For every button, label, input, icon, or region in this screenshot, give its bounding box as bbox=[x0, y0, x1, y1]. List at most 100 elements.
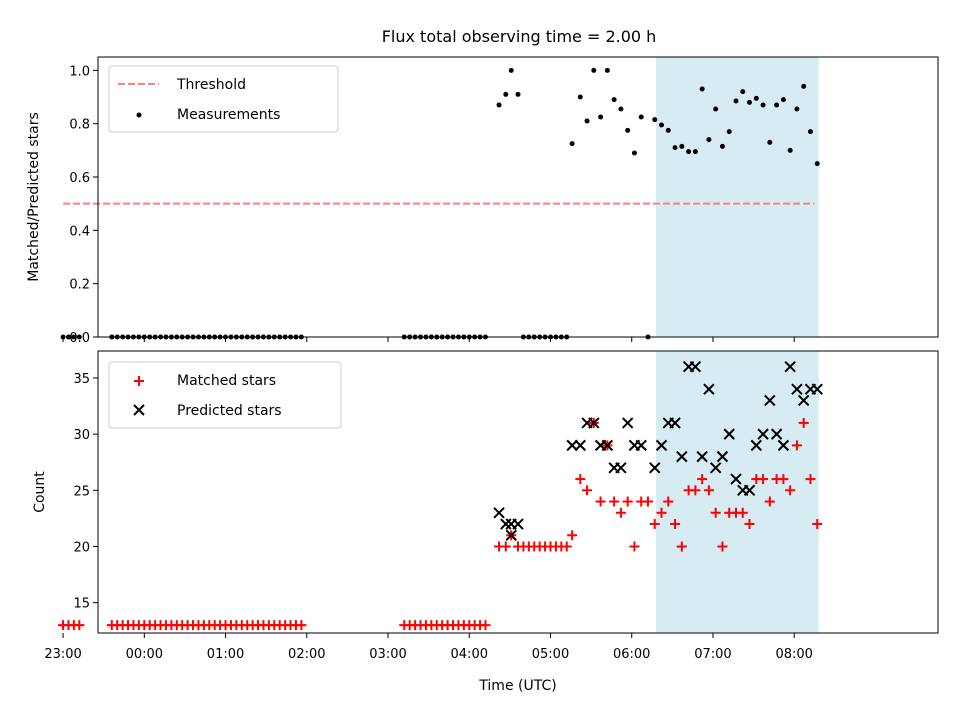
x-tick-label: 23:00 bbox=[44, 647, 81, 662]
measurement-point bbox=[569, 141, 575, 147]
matched-star-point bbox=[812, 519, 823, 530]
x-tick-label: 03:00 bbox=[369, 647, 406, 662]
y-tick-label: 0.6 bbox=[69, 171, 90, 186]
predicted-star-point bbox=[750, 439, 763, 452]
matched-star-point bbox=[296, 620, 307, 631]
measurement-point bbox=[638, 114, 644, 120]
predicted-star-point bbox=[505, 529, 517, 541]
measurement-point bbox=[780, 97, 786, 103]
x-tick-label: 08:00 bbox=[775, 647, 812, 662]
matched-star-point bbox=[649, 519, 660, 530]
x-tick-label: 01:00 bbox=[207, 647, 244, 662]
measurement-point bbox=[652, 117, 658, 123]
predicted-star-point bbox=[743, 484, 756, 497]
matched-star-point bbox=[785, 485, 796, 496]
matched-star-point bbox=[778, 474, 789, 485]
x-tick-label: 00:00 bbox=[126, 647, 163, 662]
legend-threshold-label: Threshold bbox=[176, 77, 246, 93]
predicted-star-point bbox=[676, 450, 688, 463]
measurement-point bbox=[807, 129, 813, 135]
top-marks bbox=[60, 67, 820, 340]
measurement-point bbox=[692, 149, 698, 155]
matched-star-point bbox=[642, 496, 653, 507]
measurement-point bbox=[631, 150, 637, 156]
measurement-point bbox=[706, 137, 712, 143]
predicted-star-point bbox=[757, 428, 769, 440]
y-tick-label: 15 bbox=[73, 597, 90, 612]
measurement-point bbox=[794, 106, 800, 112]
predicted-star-point bbox=[655, 439, 668, 452]
bottom-legend-box bbox=[108, 361, 342, 429]
legend-predicted-swatch bbox=[133, 404, 145, 416]
bottom-panel: 15 20 25 30 35 23:00 00:00 01:00 02:00 03:00 04:0… bbox=[32, 350, 939, 694]
measurement-point bbox=[719, 143, 725, 149]
matched-star-point bbox=[575, 474, 586, 485]
matched-star-point bbox=[670, 519, 681, 530]
predicted-star-point bbox=[635, 439, 647, 452]
matched-star-point bbox=[609, 496, 620, 507]
matched-star-point bbox=[697, 474, 708, 485]
measurement-point bbox=[503, 91, 509, 97]
measurement-point bbox=[726, 129, 732, 135]
matched-star-point bbox=[74, 620, 85, 631]
predicted-star-point bbox=[703, 383, 715, 395]
measurement-point bbox=[740, 89, 746, 95]
predicted-star-point bbox=[566, 439, 578, 452]
y-tick-label: 1.0 bbox=[69, 64, 90, 79]
predicted-star-point bbox=[588, 417, 600, 429]
predicted-star-point bbox=[512, 518, 524, 530]
measurement-point bbox=[604, 67, 610, 73]
y-tick-label: 0.4 bbox=[69, 224, 90, 239]
legend-predicted-label: Predicted stars bbox=[177, 403, 282, 419]
bottom-legend: Matched stars Predicted stars bbox=[108, 361, 342, 429]
matched-star-point bbox=[622, 496, 633, 507]
predicted-star-point bbox=[689, 361, 702, 373]
legend-matched-label: Matched stars bbox=[177, 373, 276, 389]
top-panel: 0.00.20.40.60.81.0 Matched/Predicted sta… bbox=[26, 56, 939, 346]
predicted-star-point bbox=[574, 439, 586, 452]
x-tick-label: 02:00 bbox=[288, 647, 325, 662]
predicted-star-point bbox=[601, 439, 614, 452]
predicted-star-point bbox=[730, 473, 742, 485]
y-tick-label: 25 bbox=[73, 484, 90, 499]
matched-star-point bbox=[656, 507, 667, 518]
legend-measurements-swatch bbox=[136, 112, 142, 118]
predicted-star-point bbox=[770, 428, 783, 440]
matched-star-point bbox=[500, 541, 511, 552]
measurement-point bbox=[733, 98, 739, 104]
measurement-point bbox=[686, 149, 692, 155]
legend-matched-swatch bbox=[134, 376, 144, 386]
y-tick-label: 0.2 bbox=[69, 278, 90, 293]
measurement-point bbox=[76, 334, 82, 340]
measurement-point bbox=[801, 83, 807, 89]
matched-star-point bbox=[717, 541, 728, 552]
top-y-axis-label: Matched/Predicted stars bbox=[26, 112, 42, 282]
matched-star-point bbox=[629, 541, 640, 552]
predicted-star-point bbox=[764, 394, 776, 407]
matched-star-point bbox=[758, 474, 769, 485]
measurement-point bbox=[618, 106, 624, 112]
measurement-point bbox=[508, 67, 514, 73]
measurement-point bbox=[713, 106, 719, 112]
predicted-star-point bbox=[791, 383, 803, 395]
matched-star-point bbox=[690, 485, 701, 496]
measurement-point bbox=[577, 94, 583, 100]
predicted-star-point bbox=[784, 361, 796, 373]
matched-star-point bbox=[615, 507, 626, 518]
predicted-star-point bbox=[649, 462, 661, 474]
bottom-x-ticks: 23:00 00:00 01:00 02:00 03:00 04:00 05:00 06:00… bbox=[44, 633, 813, 662]
predicted-star-point bbox=[797, 394, 810, 407]
predicted-star-point bbox=[777, 439, 790, 452]
measurement-point bbox=[71, 334, 77, 340]
bottom-axes-frame bbox=[97, 350, 939, 634]
measurement-point bbox=[747, 99, 753, 105]
matched-star-point bbox=[663, 496, 674, 507]
matched-star-point bbox=[798, 417, 809, 428]
top-highlight-band bbox=[656, 57, 819, 337]
matched-star-point bbox=[480, 620, 491, 631]
predicted-star-point bbox=[615, 462, 627, 474]
matched-star-point bbox=[582, 485, 593, 496]
top-legend-box bbox=[108, 65, 339, 133]
matched-star-point bbox=[764, 496, 775, 507]
